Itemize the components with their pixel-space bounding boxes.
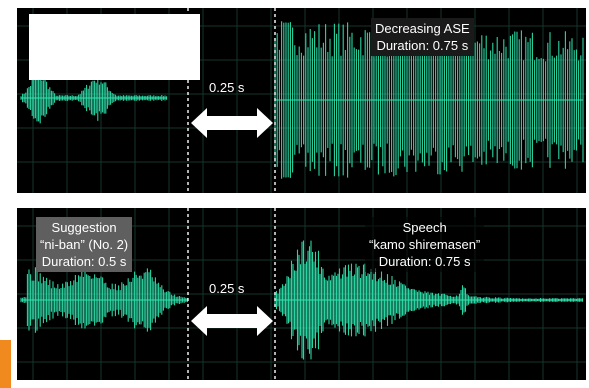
speech-caption-text: “kamo shiremasen” (369, 237, 481, 252)
top-waveform-panel: Decreasing ASE Duration: 0.75 s 0.25 s (17, 8, 586, 193)
ase-caption: Decreasing ASE Duration: 0.75 s (371, 18, 474, 56)
suggestion-caption: Suggestion “ni-ban” (No. 2) Duration: 0.… (36, 217, 133, 272)
speech-caption-title: Speech (402, 220, 447, 235)
suggestion-caption-duration: Duration: 0.5 s (41, 254, 127, 269)
blank-white-box (29, 14, 200, 80)
speech-caption: Speech “kamo shiremasen” Duration: 0.75 … (365, 217, 485, 272)
suggestion-waveform-bottom (20, 267, 188, 333)
speech-waveform (274, 240, 584, 360)
suggestion-caption-text: “ni-ban” (No. 2) (40, 237, 129, 252)
suggestion-waveform-top (20, 72, 168, 124)
speech-caption-duration: Duration: 0.75 s (378, 254, 471, 269)
orange-edge-marker (0, 340, 11, 388)
ase-caption-duration: Duration: 0.75 s (376, 38, 469, 53)
ase-caption-title: Decreasing ASE (375, 21, 470, 36)
top-interval-arrow (191, 108, 273, 138)
suggestion-caption-title: Suggestion (51, 220, 117, 235)
top-interval-label: 0.25 s (209, 80, 245, 95)
bottom-waveform-panel: Suggestion “ni-ban” (No. 2) Duration: 0.… (17, 208, 586, 380)
bottom-interval-label: 0.25 s (209, 281, 245, 296)
bottom-interval-arrow (191, 306, 273, 336)
